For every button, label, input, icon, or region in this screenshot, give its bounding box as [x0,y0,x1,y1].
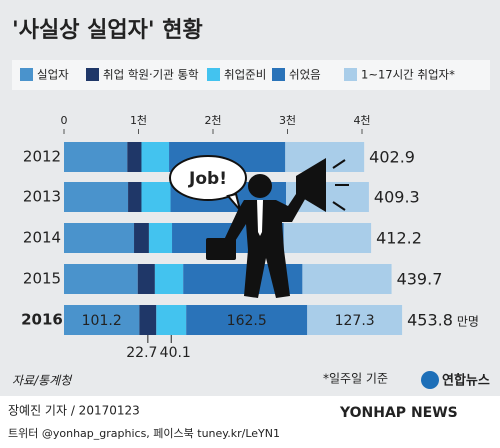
bar-segment [128,182,142,212]
bar-segment [64,142,128,172]
x-tick-label: 2천 [204,113,221,127]
x-tick-label: 4천 [353,113,370,127]
legend-swatch [20,68,33,81]
bar-segment [154,264,184,294]
bar-segment [307,305,403,335]
legend-label: 취업준비 [224,68,266,82]
footer-background [0,396,500,448]
bar-segment [283,223,372,253]
value-label: 101.2 [82,313,122,329]
bar-segment [64,223,135,253]
megaphone [296,158,326,212]
y-tick-label: 2015 [23,270,61,288]
bar-segment [127,142,142,172]
value-label: 22.7 [126,345,157,361]
y-tick-label: 2013 [23,188,61,206]
total-label: 412.2 [376,229,422,248]
watermark: YONHAP NEWS [339,405,458,421]
bar-segment [302,264,392,294]
y-tick-label: 2016 [21,311,63,329]
speech-bubble [169,155,247,201]
bar-segment [186,305,308,335]
x-tick-label: 3천 [279,113,296,127]
x-tick-label: 0 [61,114,68,127]
bar-segment [141,142,170,172]
chart-title: '사실상 실업자' 현황 [12,18,203,43]
legend-swatch [207,68,220,81]
legend-label: 취업 학원·기관 통학 [103,68,199,82]
body [224,188,308,298]
y-tick-label: 2012 [23,148,61,166]
legend-swatch [272,68,285,81]
legend-swatch [344,68,357,81]
plot: 0 1천 2천 3천 4천 2012 402.9 2013 409.3 2014 412.2 2015… [21,113,479,361]
legend-swatch [86,68,99,81]
bubble-tail [226,192,241,211]
bar-segment [64,182,129,212]
unit-label: 만명 [457,315,479,329]
bar-segment [134,223,149,253]
value-label: 40.1 [160,345,191,361]
total-label: 453.8 [407,311,453,330]
social: 트위터 @yonhap_graphics, 페이스북 tuney.kr/LeYN… [8,427,280,440]
bar-segment [137,264,155,294]
shirt [257,200,263,236]
total-label: 439.7 [397,270,443,289]
legend-label: 쉬었음 [289,68,321,82]
bar-segment [64,305,140,335]
bar-segment [141,182,171,212]
bar-segment [64,264,138,294]
legend: 실업자 취업 학원·기관 통학 취업준비 쉬었음 1~17시간 취업자* [20,68,455,82]
sound-line [332,159,346,169]
x-tick-label: 1천 [130,113,147,127]
legend-label: 1~17시간 취업자* [361,68,455,82]
illustration: Job! [169,155,349,298]
legend-label: 실업자 [37,68,69,82]
byline: 장예진 기자 / 20170123 [8,404,140,418]
source: 자료/통계청 [12,374,73,388]
value-label: 127.3 [335,313,375,329]
logo-mark [421,371,439,389]
bar-segment [139,305,157,335]
sound-line [332,201,346,211]
briefcase [206,238,236,260]
total-label: 402.9 [369,148,415,167]
head [248,174,272,198]
y-tick-label: 2014 [23,229,61,247]
total-label: 409.3 [374,188,420,207]
bubble-text: Job! [188,169,227,189]
value-label: 162.5 [227,313,267,329]
bar-segment [148,223,173,253]
bar-segment [156,305,187,335]
note: *일주일 기준 [323,372,388,386]
logo: 연합뉴스 [442,373,490,389]
